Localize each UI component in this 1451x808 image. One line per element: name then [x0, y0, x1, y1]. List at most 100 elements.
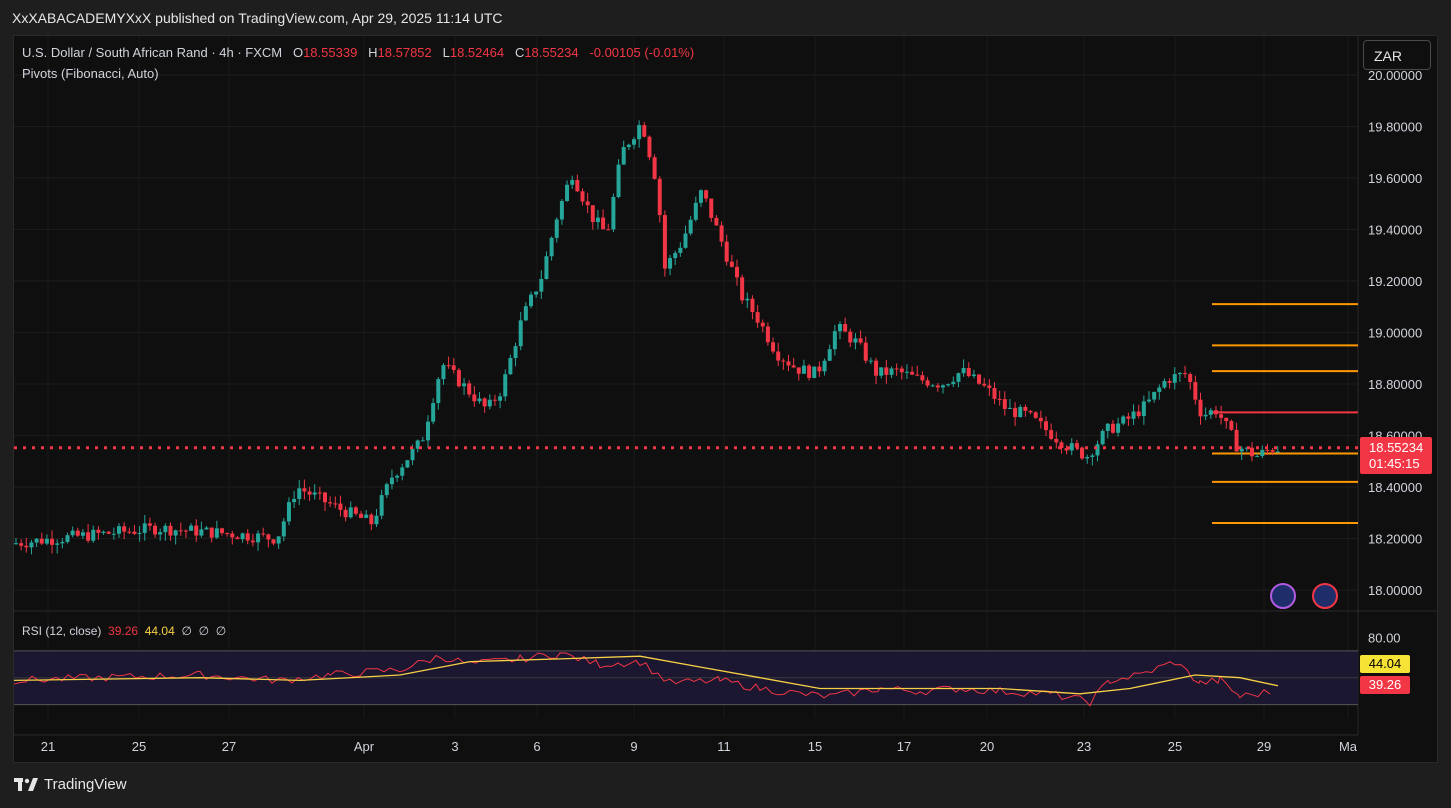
- candle-body: [910, 371, 915, 375]
- candle-body: [1074, 443, 1079, 448]
- candle-body: [55, 543, 60, 545]
- candle-body: [843, 323, 848, 332]
- candle-body: [724, 241, 729, 262]
- candle-body: [698, 190, 703, 203]
- tradingview-logo[interactable]: TradingView: [14, 776, 127, 793]
- candle-body: [487, 399, 492, 407]
- currency-button[interactable]: ZAR: [1363, 40, 1431, 70]
- footer-brand: TradingView: [44, 776, 127, 793]
- candle-body: [14, 543, 18, 545]
- candle-body: [956, 373, 961, 382]
- candle-body: [781, 360, 786, 362]
- candle-body: [1044, 421, 1048, 431]
- candle-body: [147, 523, 152, 526]
- candle-body: [1224, 417, 1229, 422]
- candle-body: [961, 368, 966, 374]
- candle-body: [503, 374, 508, 397]
- candle-body: [70, 530, 75, 536]
- price-axis: 18.0000018.2000018.4000018.6000018.80000…: [1368, 68, 1422, 598]
- candle-body: [142, 523, 147, 533]
- candle-body: [225, 533, 230, 535]
- rsi-legend[interactable]: RSI (12, close) 39.26 44.04 ∅ ∅ ∅: [22, 624, 226, 638]
- candle-body: [807, 365, 812, 378]
- pivot-lines: [1212, 303, 1358, 525]
- candle-body: [941, 385, 945, 388]
- candle-body: [1250, 447, 1254, 457]
- low-value: 18.52464: [449, 45, 505, 60]
- candle-body: [801, 365, 806, 374]
- candle-body: [209, 527, 214, 538]
- candle-body: [904, 371, 909, 373]
- candle-body: [817, 366, 822, 372]
- candle-body: [1203, 414, 1208, 417]
- candle-body: [1136, 411, 1141, 417]
- candle-body: [111, 533, 116, 535]
- symbol-legend[interactable]: U.S. Dollar / South African Rand · 4h · …: [22, 45, 694, 60]
- candle-body: [29, 542, 34, 548]
- candle-body: [683, 233, 688, 248]
- candle-body: [50, 538, 55, 545]
- candle-body: [590, 205, 595, 223]
- candle-body: [44, 538, 49, 544]
- candle-body: [827, 349, 832, 361]
- candle-body: [312, 492, 317, 495]
- candle-body: [647, 136, 652, 158]
- change-value: -0.00105 (-0.01%): [589, 45, 695, 60]
- candle-body: [235, 537, 240, 540]
- price-tick-label: 19.40000: [1368, 223, 1422, 238]
- candle-body: [230, 533, 235, 538]
- candle-body: [1152, 391, 1157, 400]
- price-tick-label: 18.00000: [1368, 583, 1422, 598]
- candles: [14, 120, 1280, 555]
- candle-body: [632, 139, 636, 145]
- candle-body: [256, 533, 261, 543]
- candle-body: [559, 200, 564, 220]
- candle-body: [1116, 423, 1121, 433]
- open-value: 18.55339: [303, 45, 358, 60]
- candle-body: [1234, 429, 1239, 452]
- pivots-legend[interactable]: Pivots (Fibonacci, Auto): [22, 66, 159, 81]
- candle-body: [1141, 401, 1146, 417]
- candle-body: [1229, 421, 1234, 430]
- candle-body: [575, 180, 580, 192]
- candle-body: [410, 448, 415, 461]
- rsi-legend-ma: 44.04: [144, 624, 175, 638]
- candle-body: [529, 294, 533, 307]
- price-tick-label: 18.20000: [1368, 532, 1422, 547]
- tradingview-logo-icon: [14, 777, 38, 791]
- candle-body: [379, 495, 384, 516]
- candle-body: [714, 217, 719, 226]
- candle-body: [127, 531, 132, 533]
- us-flag-icon[interactable]: [1270, 583, 1296, 609]
- candle-body: [832, 331, 837, 350]
- candle-body: [1007, 407, 1012, 409]
- candle-body: [554, 219, 559, 238]
- price-tick-label: 19.60000: [1368, 171, 1422, 186]
- candle-body: [1033, 412, 1038, 418]
- candle-body: [1069, 443, 1074, 451]
- candle-body: [1110, 423, 1115, 433]
- candle-body: [307, 491, 312, 495]
- candle-body: [930, 385, 935, 387]
- candle-body: [1157, 387, 1162, 392]
- price-tick-label: 20.00000: [1368, 68, 1422, 83]
- candle-body: [65, 535, 70, 542]
- candle-body: [178, 530, 183, 532]
- candle-body: [971, 374, 976, 377]
- candle-body: [1172, 374, 1177, 383]
- candle-body: [1121, 416, 1126, 424]
- candle-body: [884, 367, 889, 375]
- candle-body: [709, 198, 714, 218]
- candle-body: [899, 368, 904, 373]
- rsi-extra-1: ∅: [181, 624, 192, 638]
- candle-body: [863, 342, 868, 361]
- candle-body: [250, 540, 255, 543]
- candle-body: [879, 367, 884, 376]
- candle-body: [1219, 414, 1224, 418]
- high-value: 18.57852: [377, 45, 432, 60]
- candle-body: [539, 279, 544, 292]
- us-flag-icon-2[interactable]: [1312, 583, 1338, 609]
- candle-body: [158, 532, 163, 535]
- candle-body: [868, 360, 873, 362]
